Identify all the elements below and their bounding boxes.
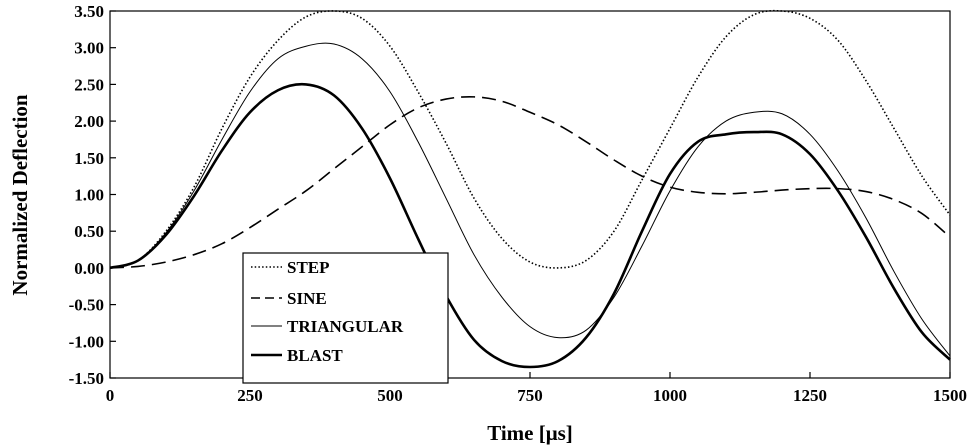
series-line-step <box>109 9 951 269</box>
y-tick-label: 1.00 <box>74 186 104 205</box>
y-tick-label: 2.00 <box>74 112 104 131</box>
y-tick-label: -1.00 <box>69 332 104 351</box>
legend-box <box>242 252 449 384</box>
series-line-triangular <box>109 42 951 357</box>
series-line-blast <box>109 82 951 369</box>
x-tick-label: 750 <box>517 386 543 405</box>
x-axis-title: Time [μs] <box>487 421 573 445</box>
legend-label-blast: BLAST <box>287 346 343 365</box>
y-tick-label: 0.50 <box>74 222 104 241</box>
legend-label-sine: SINE <box>287 289 327 308</box>
x-axis: 0 250 500 750 1000 1250 1500 <box>106 372 967 405</box>
series-line-sine <box>109 95 951 269</box>
y-tick-label: -0.50 <box>69 296 104 315</box>
y-tick-label: 3.00 <box>74 39 104 58</box>
y-axis: 3.50 3.00 2.50 2.00 1.50 1.00 0.50 0.00 -0.50 -1.… <box>69 2 116 388</box>
legend-label-triangular: TRIANGULAR <box>287 317 404 336</box>
y-tick-label: 1.50 <box>74 149 104 168</box>
x-tick-label: 1250 <box>793 386 827 405</box>
plot-area-frame <box>109 10 951 379</box>
x-tick-label: 1000 <box>653 386 687 405</box>
x-tick-label: 0 <box>106 386 115 405</box>
series-layer <box>109 9 951 369</box>
y-tick-label: -1.50 <box>69 369 104 388</box>
legend-label-step: STEP <box>287 258 330 277</box>
y-tick-label: 0.00 <box>74 259 104 278</box>
y-tick-label: 2.50 <box>74 75 104 94</box>
y-tick-label: 3.50 <box>74 2 104 21</box>
legend: STEP SINE TRIANGULAR BLAST <box>242 252 449 384</box>
y-axis-title: Normalized Deflection <box>8 94 32 296</box>
x-tick-label: 500 <box>377 386 403 405</box>
x-tick-label: 250 <box>237 386 263 405</box>
x-tick-label: 1500 <box>933 386 967 405</box>
